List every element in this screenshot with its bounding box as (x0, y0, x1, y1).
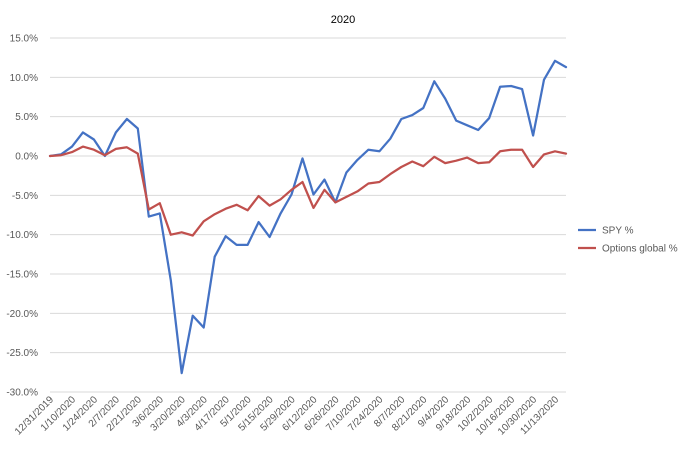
y-tick-label: -5.0% (12, 191, 38, 202)
grid-lines (50, 37, 566, 393)
y-tick-label: -25.0% (6, 348, 38, 359)
y-tick-label: 10.0% (10, 73, 38, 84)
legend: SPY % Options global % (578, 226, 678, 255)
x-axis: 12/31/20191/10/20201/24/20202/7/20202/21… (13, 394, 562, 437)
y-tick-label: -15.0% (6, 270, 38, 281)
legend-label: Options global % (602, 244, 678, 255)
spy-series-line (48, 59, 568, 375)
y-tick-label: -20.0% (6, 309, 38, 320)
y-tick-label: 15.0% (10, 34, 38, 45)
y-tick-label: 5.0% (15, 112, 38, 123)
legend-label: SPY % (602, 226, 634, 237)
series-lines (48, 59, 568, 375)
y-tick-label: -30.0% (6, 388, 38, 399)
y-axis: 15.0% 10.0% 5.0% 0.0% -5.0% -10.0% -15.0% -20.0… (6, 34, 38, 399)
y-tick-label: 0.0% (15, 152, 38, 163)
options-series-line (48, 145, 568, 237)
chart-title: 2020 (331, 14, 355, 26)
y-tick-label: -10.0% (6, 230, 38, 241)
